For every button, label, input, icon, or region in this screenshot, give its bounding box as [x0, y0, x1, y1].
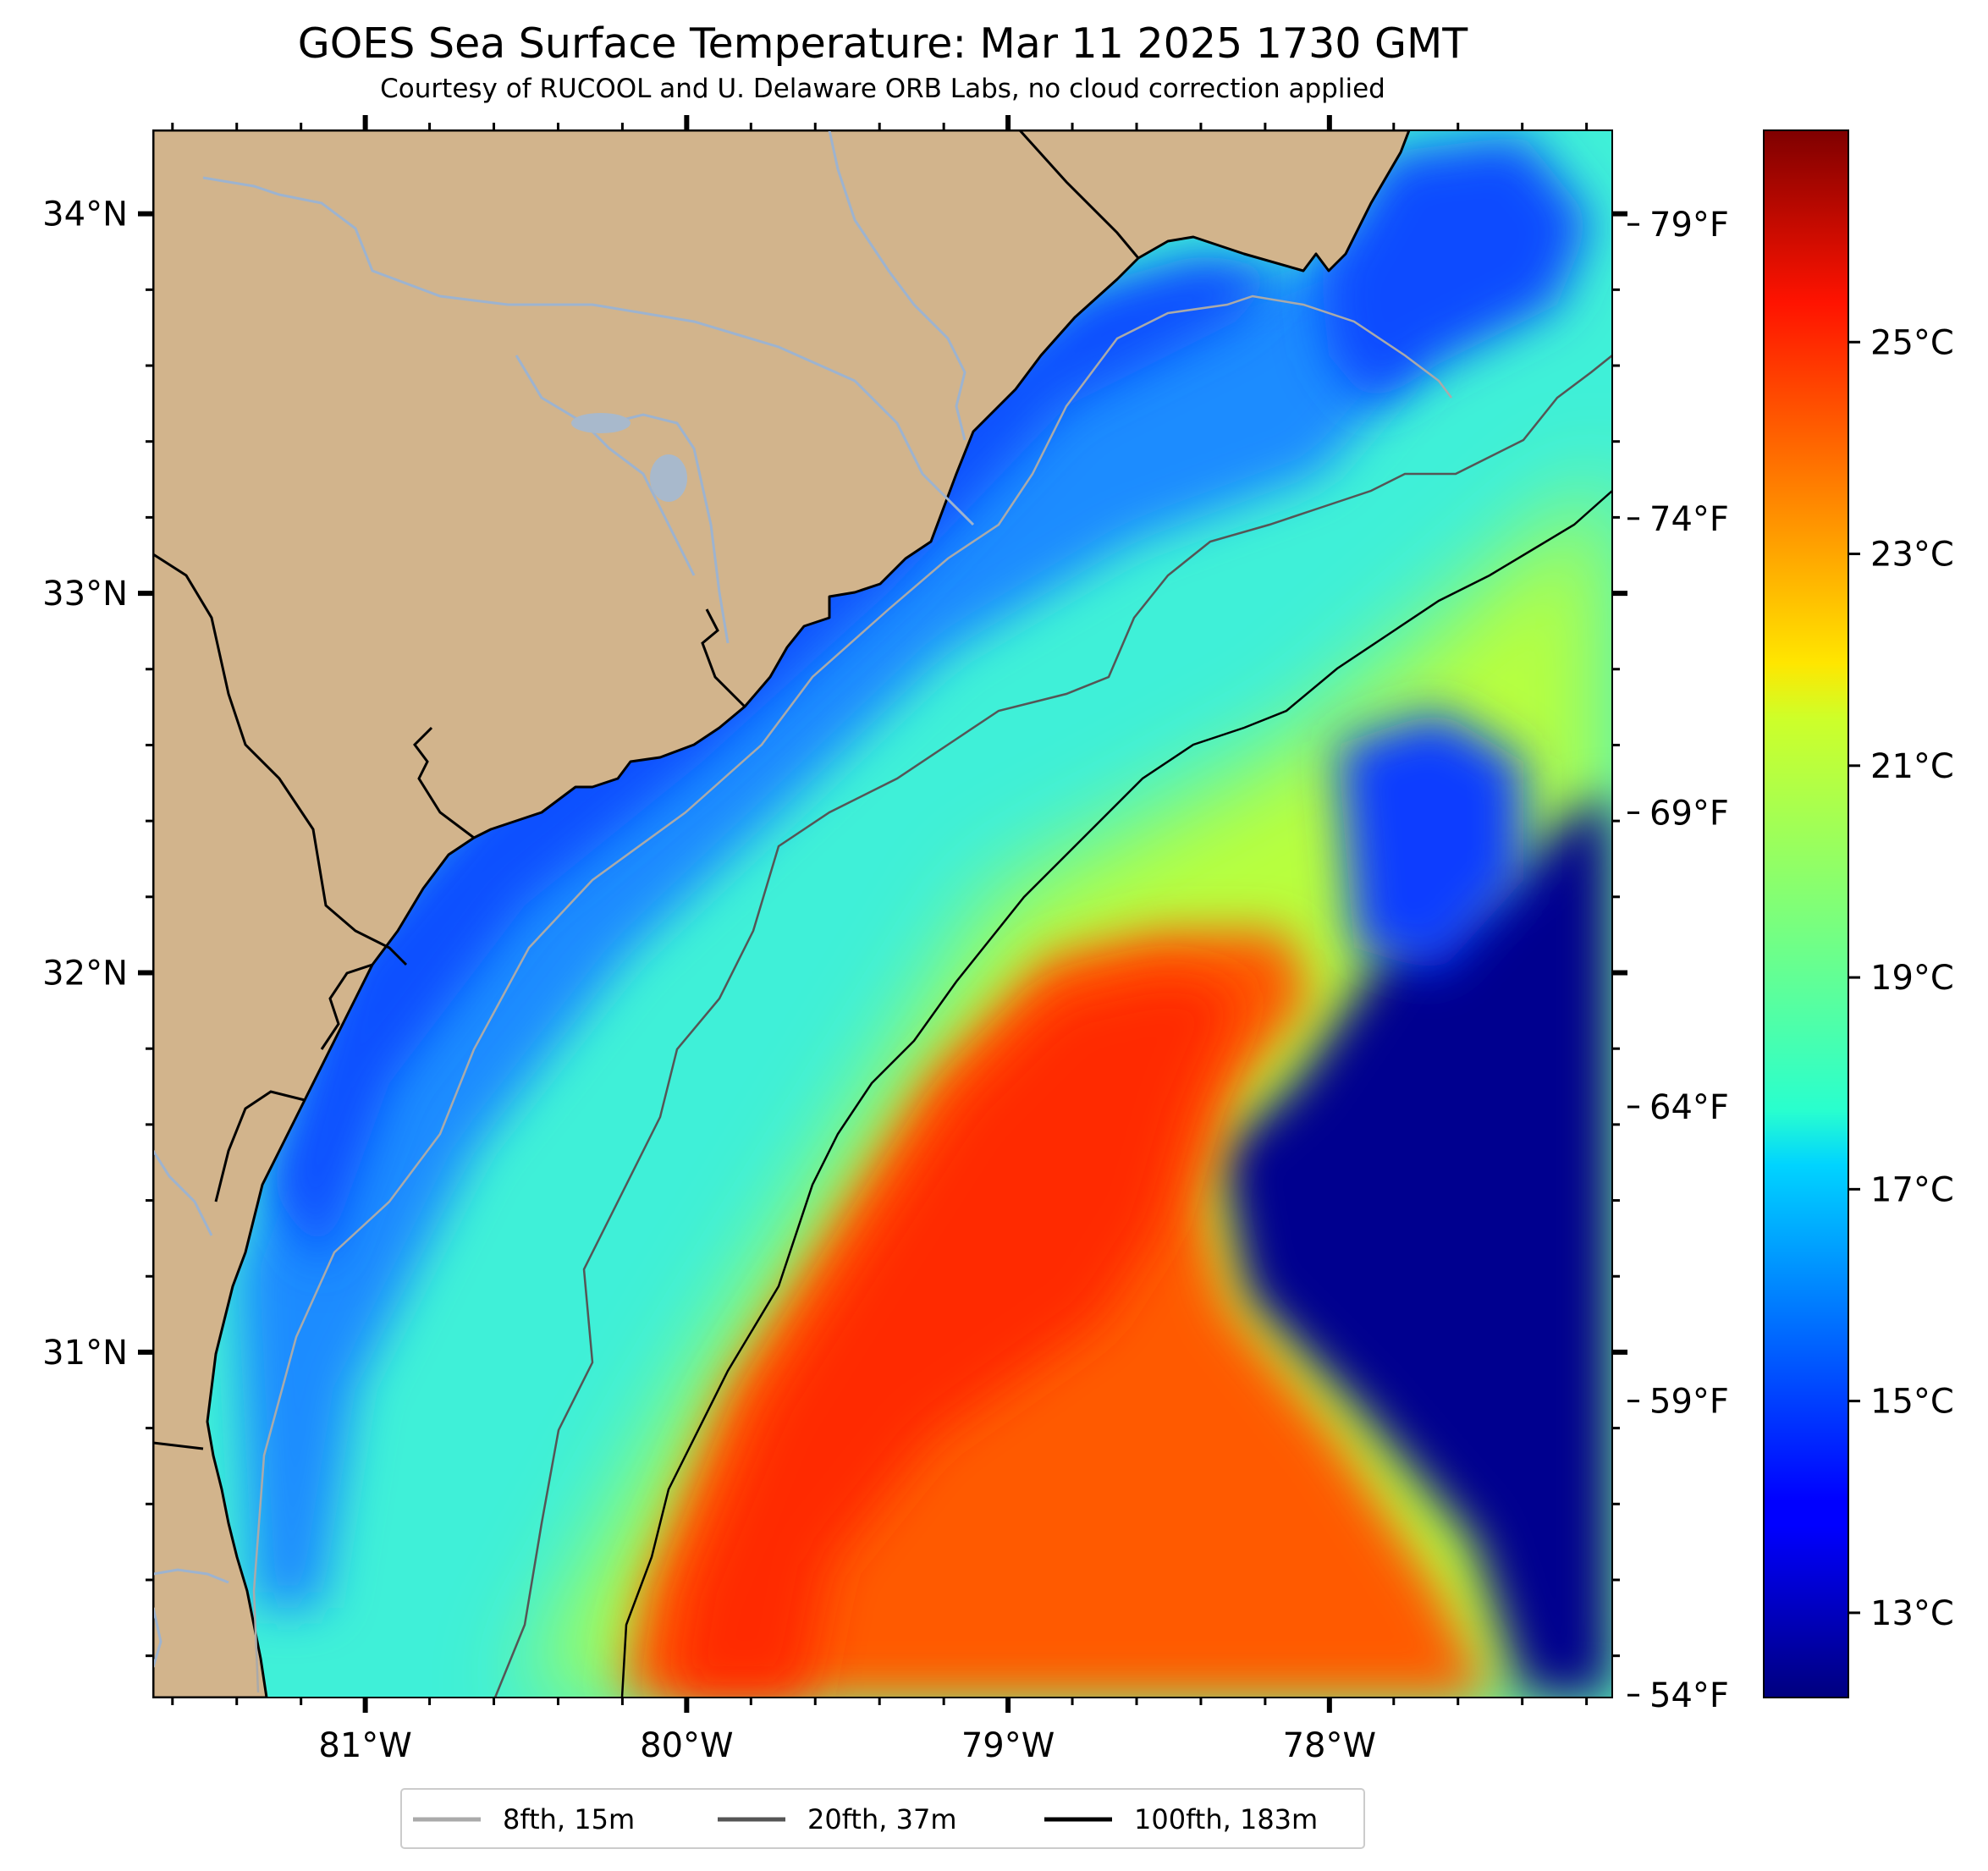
celsius-tick-label: 19°C — [1870, 959, 1954, 998]
celsius-tick-label: 15°C — [1870, 1383, 1954, 1422]
coastline-inlet-beaufort — [320, 963, 373, 1050]
sst-field — [237, 135, 1612, 1698]
lake-moultrie — [650, 454, 687, 502]
colorbar — [1763, 129, 1849, 1698]
lat-tick-label: 32°N — [42, 955, 128, 993]
isobath-20fth-37m — [493, 355, 1612, 1698]
border-nc-sc — [1018, 130, 1140, 259]
river-3 — [828, 130, 966, 441]
legend-frame — [400, 1788, 1365, 1849]
legend-label-100fth: 100fth, 183m — [1134, 1803, 1318, 1835]
latitude-ticks: 34°N 33°N 32°N 31°N — [42, 195, 1627, 1658]
map-panel — [153, 130, 1612, 1698]
isobath-legend: 8fth, 15m 20fth, 37m 100fth, 183m — [400, 1788, 1365, 1849]
fahrenheit-tick-label: 59°F — [1649, 1383, 1729, 1422]
celsius-tick-label: 13°C — [1870, 1594, 1954, 1633]
river-7 — [153, 1607, 162, 1668]
state-borders — [153, 130, 1140, 1450]
lat-tick-label: 33°N — [42, 575, 128, 614]
figure-subtitle: Courtesy of RUCOOL and U. Delaware ORB L… — [380, 74, 1385, 104]
isobath-8fth-15m — [252, 294, 1452, 1693]
coastal-inlets — [214, 608, 746, 1202]
sst-cold-water-east — [1219, 795, 1612, 1698]
sst-gulf-stream-hot — [669, 973, 1244, 1698]
lat-tick-label: 34°N — [42, 195, 128, 234]
lat-tick-label: 31°N — [42, 1334, 128, 1373]
lon-tick-label: 81°W — [318, 1726, 411, 1765]
fahrenheit-tick-label: 69°F — [1649, 794, 1729, 833]
celsius-tick-label: 21°C — [1870, 747, 1954, 786]
lon-tick-label: 78°W — [1283, 1726, 1376, 1765]
river-6 — [153, 1568, 229, 1584]
legend-label-20fth: 20fth, 37m — [807, 1803, 956, 1835]
lon-tick-label: 79°W — [961, 1726, 1055, 1765]
celsius-tick-label: 23°C — [1870, 536, 1954, 575]
fahrenheit-tick-label: 54°F — [1649, 1676, 1729, 1715]
coastline-inlet-south-carolina — [701, 608, 746, 708]
figure-title: GOES Sea Surface Temperature: Mar 11 202… — [298, 19, 1469, 68]
river-4 — [609, 413, 730, 644]
celsius-tick-label: 17°C — [1870, 1170, 1954, 1209]
fahrenheit-tick-label: 79°F — [1649, 206, 1729, 245]
isobath-100fth-183m — [620, 490, 1612, 1698]
coastline-inlet-savannah — [214, 1090, 306, 1202]
sst-cold-lobe — [1337, 711, 1523, 973]
lon-tick-label: 80°W — [640, 1726, 733, 1765]
lake-marion — [571, 413, 631, 433]
fahrenheit-tick-label: 74°F — [1649, 500, 1729, 539]
river-1 — [202, 176, 975, 526]
border-ga-sc — [153, 553, 408, 966]
land-mass — [153, 130, 1411, 1698]
celsius-ticks: 13°C 15°C 17°C 19°C 21°C 23°C 25°C — [1848, 323, 1954, 1633]
legend-label-8fth: 8fth, 15m — [503, 1803, 635, 1835]
coastline-inlet-port-royal — [413, 726, 475, 839]
border-ga-fl — [153, 1441, 204, 1450]
celsius-tick-label: 25°C — [1870, 323, 1954, 362]
map-frame — [152, 129, 1613, 1698]
river-2 — [515, 355, 696, 576]
river-5 — [153, 1150, 213, 1236]
sst-northeast-blue — [1320, 135, 1591, 406]
rivers — [153, 130, 975, 1668]
fahrenheit-ticks: 54°F 59°F 64°F 69°F 74°F 79°F — [1627, 206, 1729, 1715]
fahrenheit-tick-label: 64°F — [1649, 1088, 1729, 1127]
longitude-ticks: 81°W 80°W 79°W 78°W — [171, 115, 1589, 1765]
